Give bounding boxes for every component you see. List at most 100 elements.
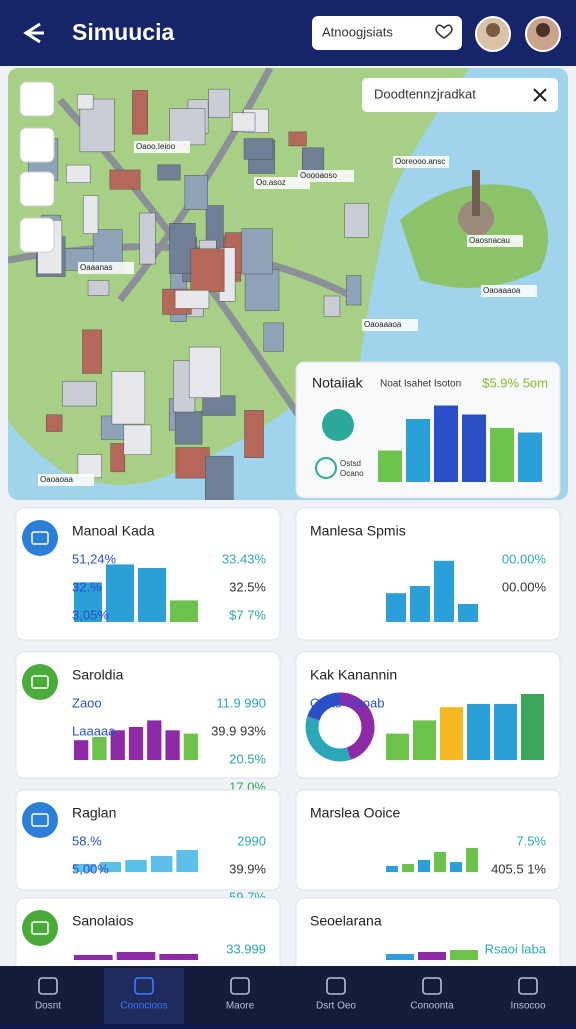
card-bar	[410, 586, 430, 622]
card-title: Kak Kanannin	[310, 667, 397, 683]
card-bar	[434, 852, 446, 872]
overlay-bar	[462, 414, 486, 482]
map-search-text: Doodtennzjradkat	[374, 86, 476, 101]
nav-label[interactable]: Dsrt Oeo	[316, 1001, 356, 1012]
donut-segment	[339, 692, 375, 760]
nav-icon[interactable]	[230, 977, 250, 995]
building	[344, 203, 369, 238]
map-search[interactable]	[362, 78, 558, 112]
donut-segment	[305, 716, 351, 762]
building	[123, 424, 152, 455]
nav-active-bg	[104, 968, 184, 1024]
map-label-bg	[467, 235, 523, 247]
map-label-bg	[134, 141, 190, 153]
nav-label[interactable]: Dosnt	[35, 1001, 61, 1012]
building	[82, 329, 102, 374]
card-right-text: Rsaoi laba	[485, 941, 547, 956]
card-right-text: 20.5%	[229, 751, 266, 766]
map-tool-button[interactable]	[19, 217, 55, 253]
overlay-bar	[490, 428, 514, 482]
city-map[interactable]	[8, 68, 568, 503]
overlay-bar	[518, 432, 542, 482]
close-button[interactable]	[533, 88, 547, 102]
map-label-bg	[78, 262, 134, 274]
nav-icon[interactable]	[422, 977, 442, 995]
back-button[interactable]	[23, 22, 44, 44]
card[interactable]	[295, 789, 561, 891]
building	[65, 164, 91, 183]
avatar-face	[486, 23, 500, 37]
card-bar	[116, 952, 156, 960]
overlay-legend: Ostsd	[340, 459, 361, 468]
card-bar	[521, 694, 544, 760]
card-bar	[386, 866, 398, 872]
building	[132, 90, 148, 135]
map-label: Oaosnacau	[469, 236, 510, 245]
overlay-legend: Ocano	[340, 469, 364, 478]
map-label-bg	[38, 474, 94, 486]
card-bar	[386, 593, 406, 622]
card[interactable]	[295, 507, 561, 641]
card-left-text: Zaoo	[72, 695, 102, 710]
favorite-icon[interactable]	[435, 24, 453, 39]
overlay-subtitle: Noat Isahet Isoton	[380, 379, 461, 390]
nav-icon[interactable]	[518, 977, 538, 995]
nav-icon[interactable]	[134, 977, 154, 995]
map-label-bg	[298, 170, 354, 182]
card-bar	[467, 703, 490, 760]
map-tool-button[interactable]	[19, 81, 55, 117]
building	[174, 411, 203, 445]
card-icon	[22, 802, 58, 838]
card-title: Manoal Kada	[72, 523, 155, 539]
card-title: Marslea Ooice	[310, 805, 400, 821]
card-bar	[176, 850, 198, 872]
card-bar	[450, 862, 462, 872]
search-box[interactable]	[312, 16, 462, 50]
building	[169, 108, 206, 146]
nav-label[interactable]: Maore	[226, 1001, 255, 1012]
card-bar	[418, 952, 446, 960]
card-bar	[165, 730, 180, 760]
building	[323, 295, 341, 317]
map-label: Oaoaaaoa	[364, 320, 402, 329]
card-bar	[74, 582, 102, 622]
building	[205, 455, 234, 500]
map-tool-button[interactable]	[19, 171, 55, 207]
card-icon-glyph	[31, 675, 49, 689]
building	[157, 164, 181, 181]
card-left-text: 58.%	[72, 833, 102, 848]
card-right-text: 33.43%	[222, 551, 267, 566]
building	[109, 169, 141, 190]
card-bar	[92, 736, 107, 760]
building	[77, 93, 94, 110]
building	[190, 248, 225, 292]
avatar-face	[536, 23, 550, 37]
card-bar	[466, 848, 478, 872]
map-label: Oaoaoaa	[40, 475, 73, 484]
card-left-text: 5,00%	[72, 861, 109, 876]
building	[111, 371, 146, 425]
map-label: Oaoo.Ieioo	[136, 142, 176, 151]
card-bar	[183, 733, 198, 760]
nav-label[interactable]: Insocoo	[510, 1001, 545, 1012]
card-right-text: 00.00%	[502, 579, 547, 594]
card-icon-glyph	[31, 531, 49, 545]
card-bar	[494, 703, 517, 760]
card-bar	[418, 860, 430, 872]
card-left-text: 32.%	[72, 579, 102, 594]
nav-icon[interactable]	[326, 977, 346, 995]
building	[188, 346, 221, 398]
card-bar	[402, 864, 414, 872]
nav-label[interactable]: Conncions	[120, 1001, 167, 1012]
building	[241, 228, 273, 275]
overlay-title: Notaiiak	[312, 375, 364, 391]
nav-label[interactable]: Conoonta	[410, 1001, 454, 1012]
card-bar	[147, 720, 162, 760]
nav-icon[interactable]	[38, 977, 58, 995]
map-label: Oaoaaaoa	[483, 286, 521, 295]
map-tool-button[interactable]	[19, 127, 55, 163]
building	[175, 447, 210, 479]
card-left-text: 51,24%	[72, 551, 117, 566]
card-bar	[458, 604, 478, 622]
card-right-text: 39.9%	[229, 861, 266, 876]
